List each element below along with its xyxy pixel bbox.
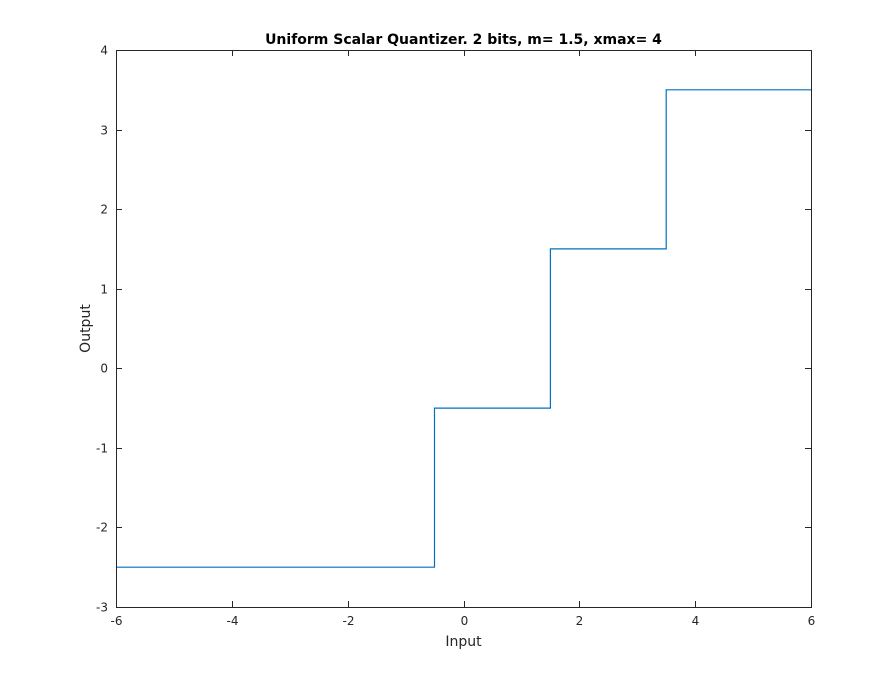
y-tick-label: 3	[100, 124, 108, 138]
y-tick-label: 2	[100, 203, 108, 217]
x-tick-label: 4	[692, 614, 700, 628]
series-layer	[116, 89, 811, 568]
x-tick-label: 0	[461, 614, 469, 628]
y-axis-label: Output	[78, 304, 94, 353]
y-tick-label: -2	[96, 521, 108, 535]
plot-area	[116, 50, 811, 607]
y-tick-label: -3	[96, 601, 108, 615]
x-axis: -6 -4 -2 0 2 4 6	[111, 50, 816, 628]
x-tick-label: 6	[808, 614, 816, 628]
x-tick-label: 2	[576, 614, 584, 628]
x-tick-label: -6	[111, 614, 123, 628]
series-line	[116, 89, 811, 568]
y-tick-label: 1	[100, 283, 108, 297]
y-axis: -3 -2 -1 0 1 2 3 4	[96, 44, 811, 615]
chart-title: Uniform Scalar Quantizer. 2 bits, m= 1.5…	[265, 32, 662, 48]
y-tick-label: 0	[100, 362, 108, 376]
x-tick-label: -2	[343, 614, 355, 628]
x-tick-label: -4	[227, 614, 239, 628]
y-tick-label: -1	[96, 442, 108, 456]
y-tick-label: 4	[100, 44, 108, 58]
x-axis-label: Input	[445, 634, 482, 650]
